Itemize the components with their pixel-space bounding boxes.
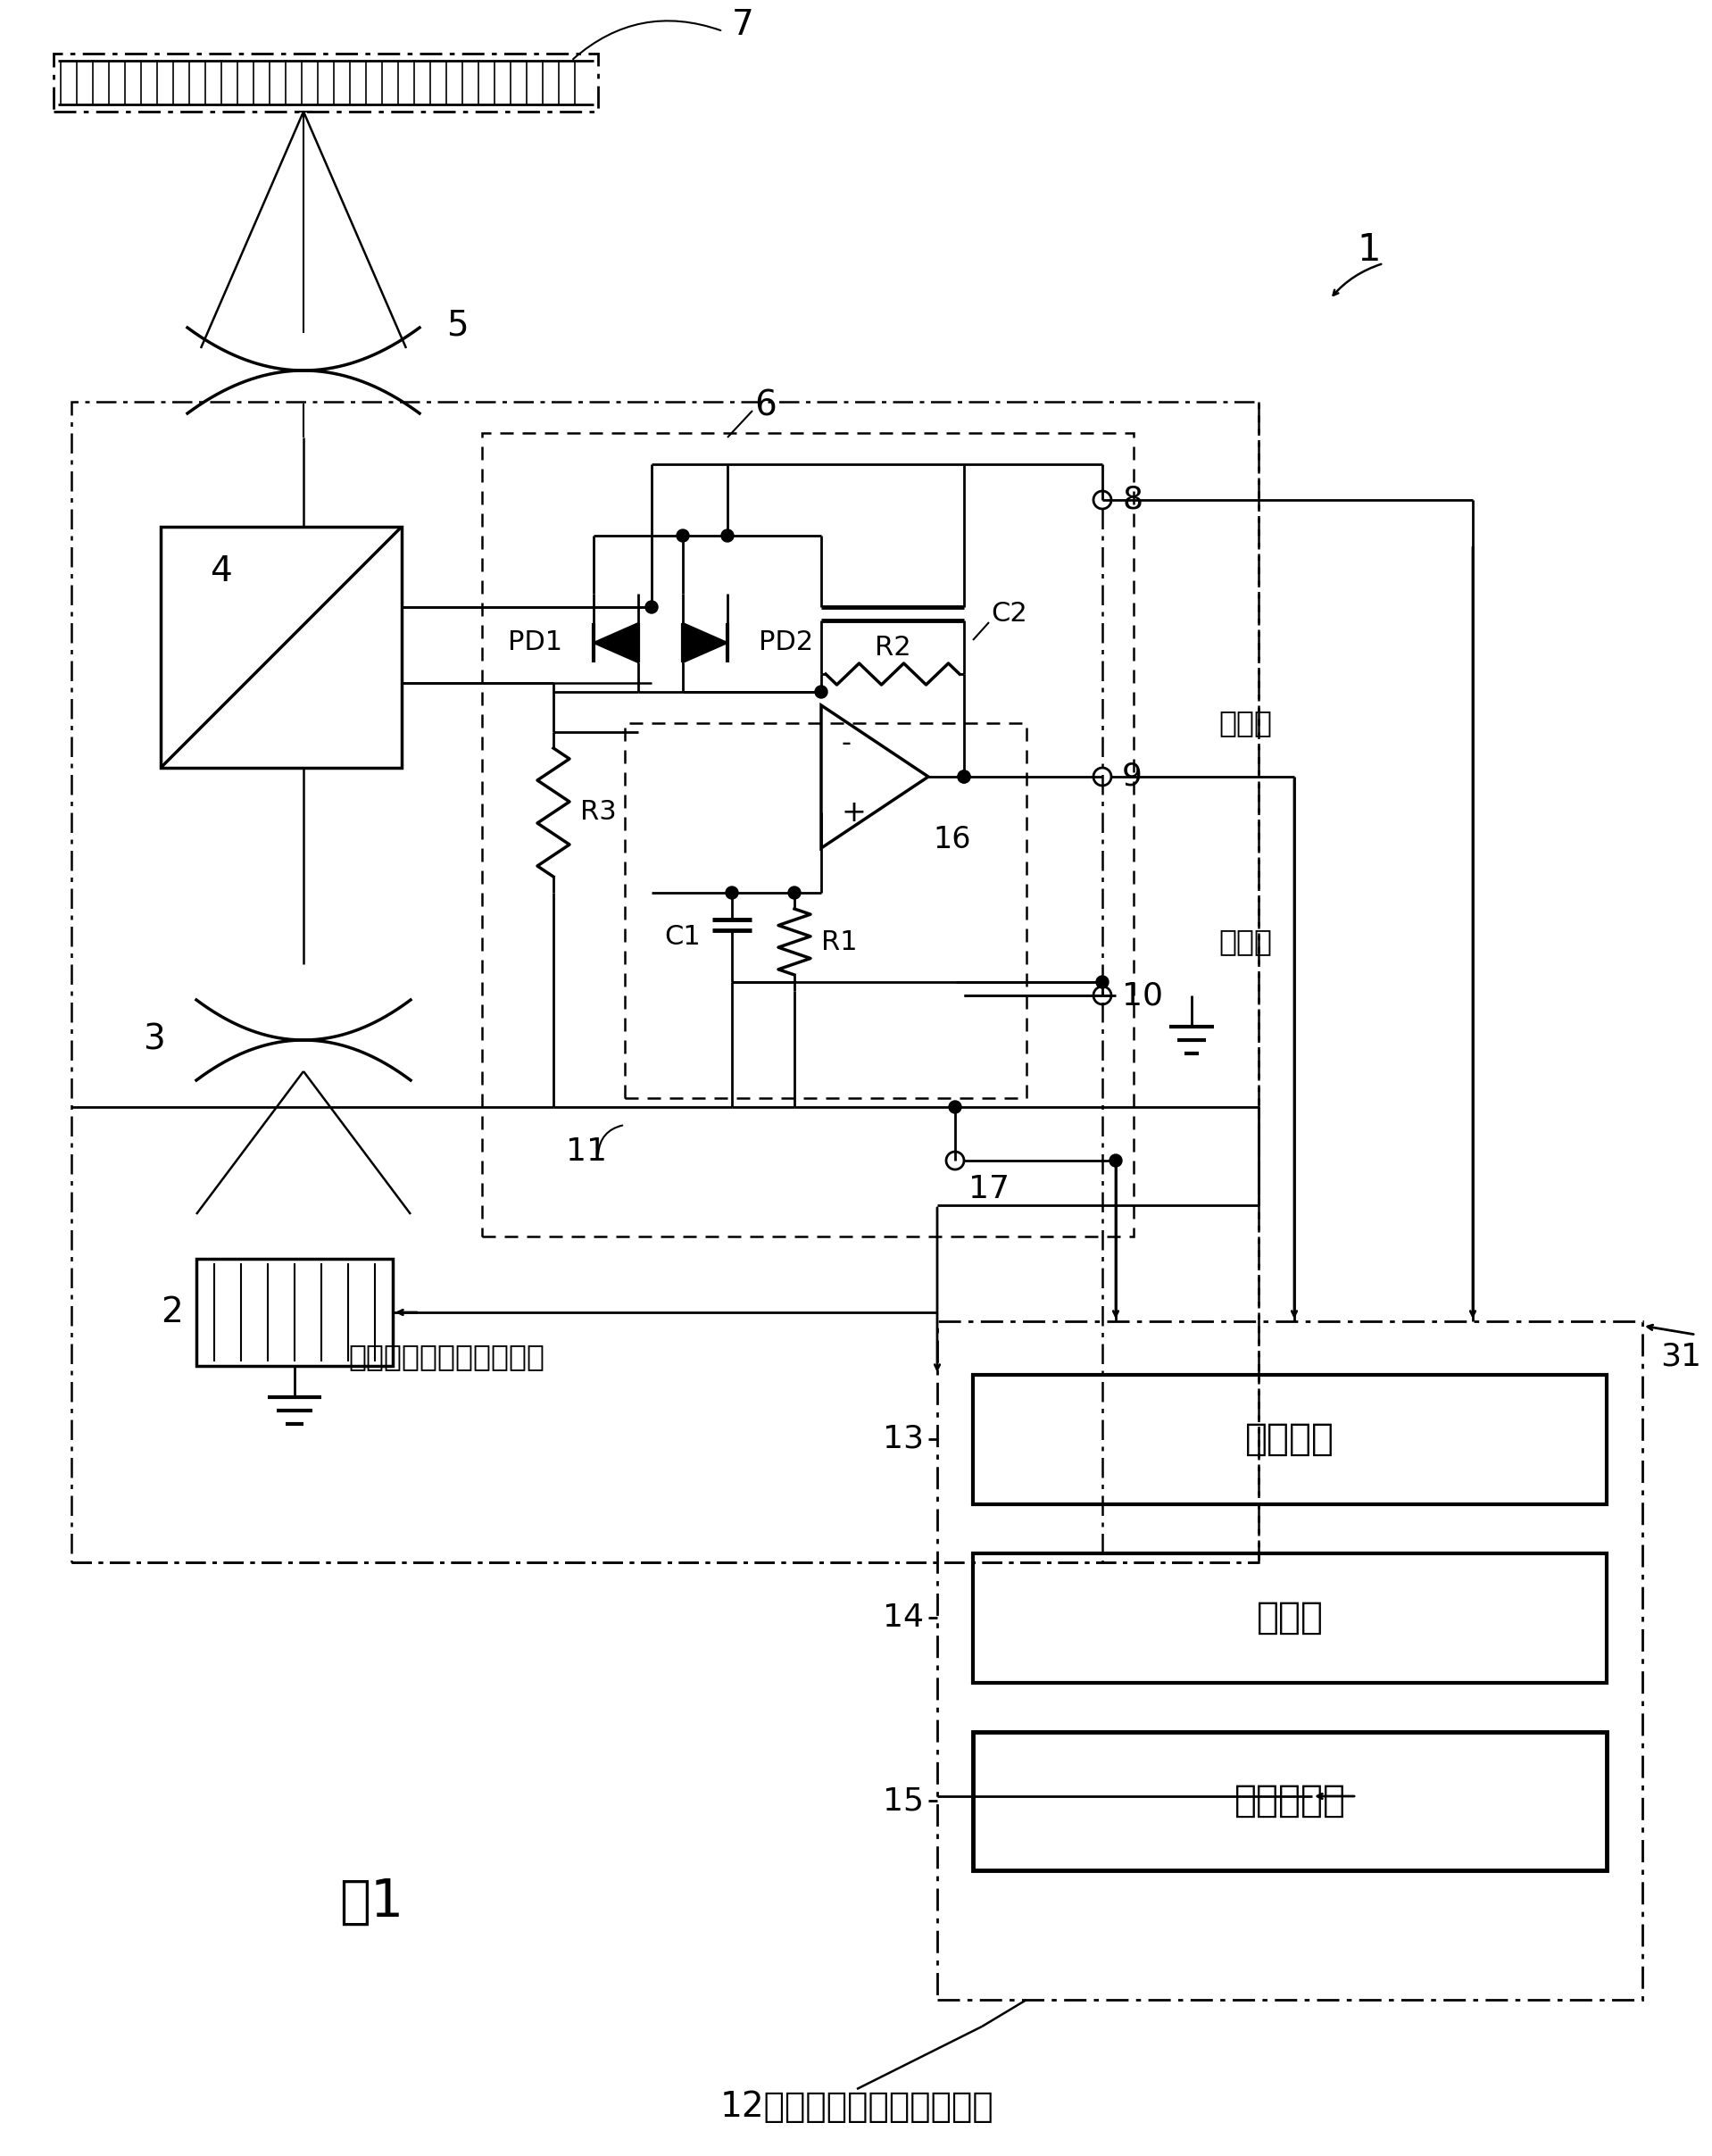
Text: R2: R2 — [875, 634, 911, 660]
Text: R3: R3 — [580, 800, 616, 826]
Bar — [936, 1322, 1642, 2001]
Text: 8: 8 — [1121, 485, 1142, 515]
Bar — [972, 1731, 1606, 1869]
Text: +: + — [841, 798, 866, 828]
Circle shape — [957, 770, 971, 783]
Text: 10: 10 — [1121, 981, 1162, 1011]
Circle shape — [788, 886, 801, 899]
Text: 9: 9 — [1121, 761, 1142, 791]
Bar — [972, 1552, 1606, 1684]
Circle shape — [957, 770, 971, 783]
Bar — [197, 1259, 392, 1367]
Text: 电信号: 电信号 — [1219, 709, 1272, 737]
Text: 3: 3 — [142, 1024, 164, 1056]
Text: 31: 31 — [1661, 1341, 1702, 1371]
Text: C2: C2 — [991, 599, 1027, 625]
Text: 2: 2 — [161, 1296, 183, 1330]
Text: 微计算机: 微计算机 — [1245, 1421, 1334, 1457]
Text: 5: 5 — [447, 308, 469, 343]
Text: 4: 4 — [211, 554, 231, 589]
Circle shape — [1109, 1153, 1121, 1166]
Polygon shape — [683, 623, 728, 662]
Circle shape — [1096, 977, 1109, 987]
Text: PD2: PD2 — [758, 630, 813, 655]
Text: 半导体激光元件控制信号: 半导体激光元件控制信号 — [348, 1343, 544, 1371]
Polygon shape — [822, 705, 928, 847]
Text: C1: C1 — [664, 925, 700, 951]
Circle shape — [645, 602, 657, 612]
Bar — [483, 433, 1133, 1235]
Text: 15: 15 — [883, 1785, 924, 1815]
Text: 17: 17 — [969, 1175, 1010, 1205]
Text: 电信号: 电信号 — [1219, 927, 1272, 957]
Bar — [72, 401, 1258, 1563]
Text: 13: 13 — [883, 1423, 924, 1455]
Circle shape — [726, 886, 738, 899]
Circle shape — [948, 1102, 962, 1112]
Circle shape — [815, 686, 827, 699]
Text: 16: 16 — [933, 824, 971, 854]
Circle shape — [721, 530, 734, 541]
Text: 激光驱动器: 激光驱动器 — [1234, 1783, 1346, 1820]
Text: 12半导体激光元件驱动装置: 12半导体激光元件驱动装置 — [721, 2089, 993, 2124]
Text: 6: 6 — [755, 390, 777, 423]
Text: 7: 7 — [733, 9, 753, 41]
Circle shape — [676, 530, 690, 541]
Text: R1: R1 — [822, 929, 858, 955]
Polygon shape — [594, 623, 639, 662]
Text: 图1: 图1 — [339, 1876, 404, 1927]
Bar — [625, 722, 1027, 1097]
Text: 1: 1 — [1356, 231, 1380, 270]
Text: -: - — [841, 731, 851, 757]
Text: 14: 14 — [883, 1602, 924, 1632]
Bar — [972, 1376, 1606, 1505]
Text: 变换部: 变换部 — [1257, 1600, 1323, 1636]
Text: PD1: PD1 — [508, 630, 562, 655]
Bar — [53, 54, 597, 112]
Bar — [161, 526, 402, 768]
Text: 11: 11 — [567, 1136, 608, 1166]
